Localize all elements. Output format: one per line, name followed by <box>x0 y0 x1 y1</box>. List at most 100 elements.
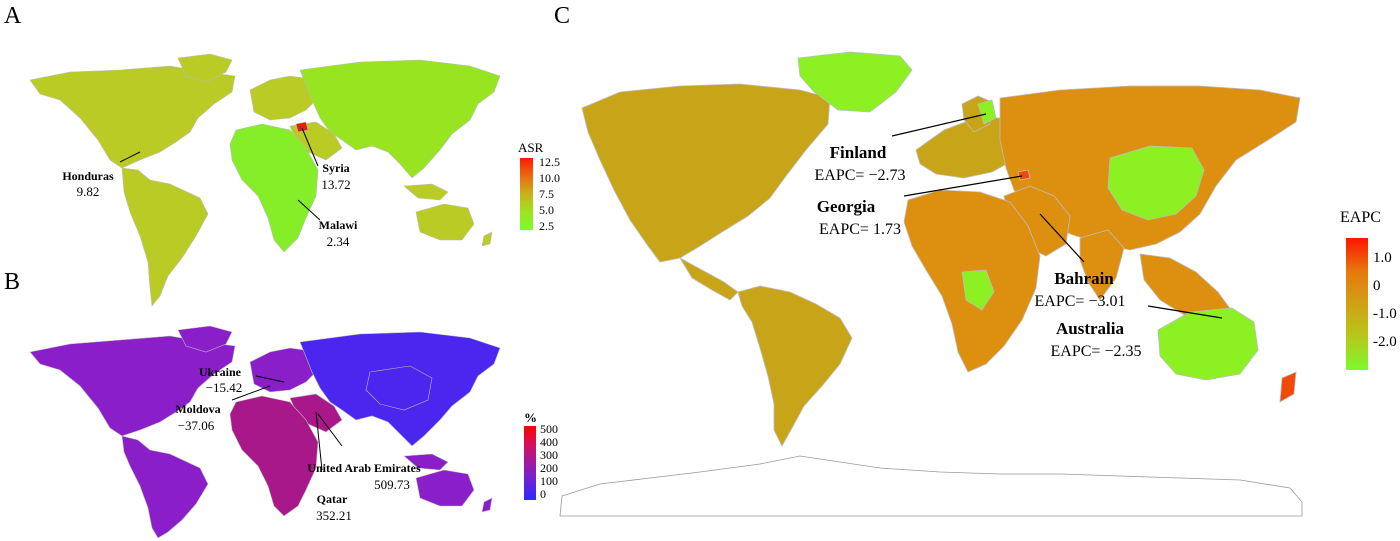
map-a-syria-hotspot <box>295 121 309 133</box>
callout-line-honduras <box>119 151 141 163</box>
map-c-north-america <box>581 83 831 263</box>
map-b-new-zealand <box>481 497 493 513</box>
legend-c-ticks: 1.0 0 -1.0 -2.0 <box>1373 250 1397 350</box>
legend-a-tick: 7.5 <box>539 187 554 201</box>
map-c-central-africa-green <box>961 269 995 311</box>
callout-name-honduras: Honduras <box>62 169 114 183</box>
callout-line-bahrain <box>1039 213 1085 263</box>
callout-line-uae <box>317 413 343 447</box>
map-c-central-america <box>678 256 739 301</box>
panel-c-letter: C <box>554 3 571 29</box>
callout-value-georgia: EAPC= 1.73 <box>819 221 901 238</box>
map-c-south-america <box>737 285 853 447</box>
callout-line-australia <box>1147 305 1223 319</box>
panel-a: Honduras 9.82 Syria 13.72 Malawi 2.34 AS… <box>29 53 560 307</box>
legend-a-tick: 5.0 <box>539 203 554 217</box>
legend-c-tick: 0 <box>1373 278 1381 294</box>
legend-b-title: % <box>524 410 537 425</box>
map-a-africa <box>229 123 319 253</box>
map-b-africa <box>229 395 319 517</box>
callout-name-finland: Finland <box>830 143 887 162</box>
panel-c-map <box>559 51 1303 517</box>
legend-c-title: EAPC <box>1340 209 1381 226</box>
legend-a-title: ASR <box>518 140 544 155</box>
map-c-antarctica <box>559 455 1303 517</box>
map-a-north-america <box>29 65 236 169</box>
panel-a-map <box>29 53 501 307</box>
callout-value-australia: EAPC= −2.35 <box>1051 343 1142 360</box>
callout-value-uae: 509.73 <box>374 477 410 492</box>
callout-name-ukraine: Ukraine <box>199 365 242 379</box>
callout-line-finland <box>891 113 987 137</box>
map-c-finland-highlight <box>977 99 997 125</box>
panel-c-callout-lines <box>891 113 1223 319</box>
map-c-australia <box>1157 307 1259 381</box>
map-b-australia <box>415 469 475 507</box>
legend-b-tick: 100 <box>540 474 558 488</box>
callout-name-qatar: Qatar <box>317 492 348 506</box>
callout-value-qatar: 352.21 <box>316 508 352 523</box>
legend-a-tick: 10.0 <box>539 171 560 185</box>
panel-b-callout-lines <box>231 375 343 471</box>
callout-name-bahrain: Bahrain <box>1054 269 1114 288</box>
callout-name-malawi: Malawi <box>319 218 358 232</box>
map-b-europe <box>249 347 321 393</box>
panel-b: Ukraine −15.42 Moldova −37.06 United Ara… <box>29 325 558 539</box>
map-a-south-america <box>121 167 209 307</box>
callout-value-honduras: 9.82 <box>77 184 100 199</box>
callout-value-syria: 13.72 <box>321 177 350 192</box>
panel-b-map <box>29 325 501 539</box>
callout-value-bahrain: EAPC= −3.01 <box>1035 293 1126 310</box>
legend-c-tick: 1.0 <box>1373 250 1392 266</box>
callout-value-finland: EAPC= −2.73 <box>815 167 906 184</box>
callout-line-syria <box>301 127 319 167</box>
callout-value-malawi: 2.34 <box>327 234 350 249</box>
map-c-china <box>1107 145 1205 221</box>
map-b-indonesia <box>403 453 449 471</box>
panel-a-callout-lines <box>119 127 321 221</box>
callout-line-qatar <box>315 411 323 471</box>
panel-b-letter: B <box>4 269 21 295</box>
legend-b-tick: 300 <box>540 448 558 462</box>
callout-name-georgia: Georgia <box>817 197 876 216</box>
legend-a-tick: 2.5 <box>539 219 554 233</box>
map-a-europe <box>249 75 321 121</box>
map-b-south-america <box>121 435 209 539</box>
legend-b-colorbar <box>524 426 536 500</box>
map-c-greenland <box>797 51 913 113</box>
legend-c-colorbar <box>1346 238 1368 370</box>
callout-line-ukraine <box>255 375 285 383</box>
callout-line-georgia <box>903 175 1023 197</box>
legend-b-tick: 500 <box>540 422 558 436</box>
callout-name-moldova: Moldova <box>175 402 220 416</box>
map-b-greenland <box>177 325 233 353</box>
legend-b-tick: 200 <box>540 461 558 475</box>
legend-b-ticks: 500 400 300 200 100 0 <box>540 422 558 501</box>
map-a-new-zealand <box>481 231 493 247</box>
map-a-indonesia <box>403 183 449 201</box>
legend-c-tick: -2.0 <box>1373 334 1397 350</box>
callout-value-ukraine: −15.42 <box>206 380 243 395</box>
map-b-north-america <box>29 335 236 437</box>
legend-a-tick: 12.5 <box>539 155 560 169</box>
legend-a-ticks: 12.5 10.0 7.5 5.0 2.5 <box>539 155 560 233</box>
legend-c-tick: -1.0 <box>1373 306 1397 322</box>
legend-b-tick: 400 <box>540 435 558 449</box>
callout-value-moldova: −37.06 <box>178 418 215 433</box>
callout-name-uae: United Arab Emirates <box>307 461 421 475</box>
map-c-new-zealand <box>1279 371 1297 403</box>
callout-line-malawi <box>297 199 321 221</box>
legend-b-tick: 0 <box>540 487 546 501</box>
map-a-australia <box>415 203 475 241</box>
legend-a-colorbar <box>520 158 533 230</box>
callout-name-syria: Syria <box>322 161 349 175</box>
callout-line-moldova <box>231 385 271 401</box>
map-b-china <box>365 365 433 411</box>
map-c-india <box>1079 229 1125 301</box>
map-a-greenland <box>177 53 233 83</box>
map-c-georgia-highlight <box>1017 169 1031 181</box>
panel-a-letter: A <box>4 3 22 29</box>
panel-c: Finland EAPC= −2.73 Georgia EAPC= 1.73 B… <box>559 51 1397 517</box>
callout-name-australia: Australia <box>1056 319 1125 338</box>
